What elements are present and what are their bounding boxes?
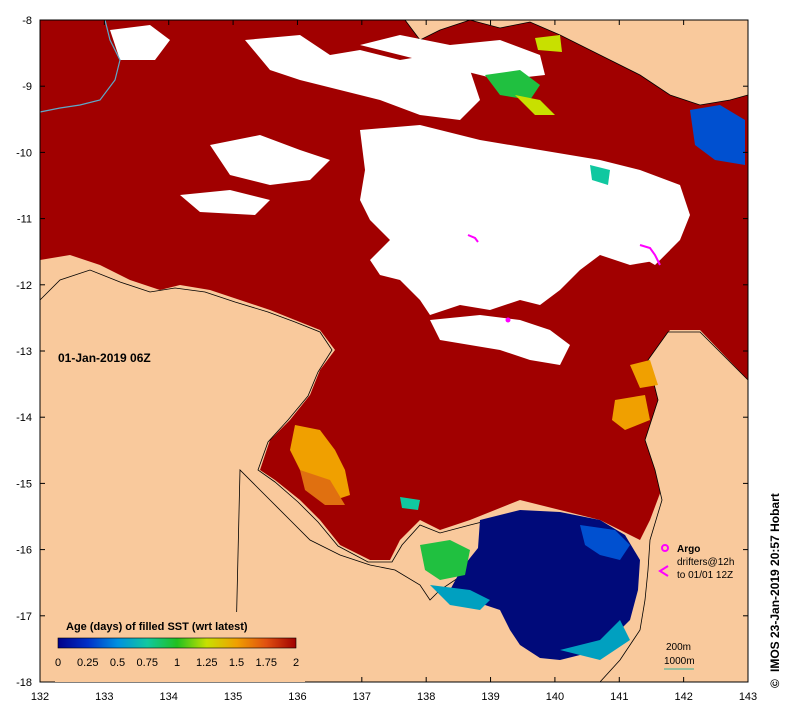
y-tick-label: -15 [16,478,32,490]
x-tick-label: 137 [353,691,371,703]
y-tick-label: -8 [22,15,32,27]
legend-tick-label: 1 [174,657,180,669]
legend-tick-label: 0.25 [77,657,98,669]
map-plot-area [39,19,749,683]
x-axis: 132 133 134 135 136 137 138 139 140 141 142 143 [31,20,757,703]
cape-york-land [599,331,749,683]
x-tick-label: 141 [610,691,628,703]
credit-text: IMOS 23-Jan-2019 20:57 Hobart [768,493,782,672]
x-tick-label: 135 [224,691,242,703]
x-tick-label: 134 [160,691,178,703]
legend-tick-label: 1.75 [256,657,277,669]
date-stamp: 01-Jan-2019 06Z [58,351,151,365]
legend-tick-label: 0 [55,657,61,669]
argo-drifter-tracks [467,234,661,323]
y-tick-label: -10 [16,147,32,159]
x-tick-label: 140 [546,691,564,703]
legend-tick-label: 0.75 [137,657,158,669]
y-tick-label: -16 [16,545,32,557]
legend-tick-labels: 0 0.25 0.5 0.75 1 1.25 1.5 1.75 2 [55,657,299,669]
drifter-track-icon [658,565,669,577]
credit-block: © IMOS 23-Jan-2019 20:57 Hobart [768,493,782,688]
x-tick-label: 139 [481,691,499,703]
legend-colorbar [57,637,297,649]
png-land [404,19,749,106]
legend-tick-label: 0.5 [110,657,125,669]
x-tick-label: 143 [739,691,757,703]
x-tick-label: 132 [31,691,49,703]
y-tick-label: -9 [22,81,32,93]
drifters-label: drifters@12h [677,557,734,568]
argo-label: Argo [677,544,700,555]
y-tick-label: -12 [16,280,32,292]
y-axis: -8 -9 -10 -11 -12 -13 -14 -15 -16 -17 -18 [16,15,748,689]
x-tick-label: 136 [288,691,306,703]
legend-tick-label: 1.25 [196,657,217,669]
contour-1000-label: 1000m [664,656,695,667]
y-tick-label: -11 [17,214,32,226]
legend-tick-label: 1.5 [229,657,244,669]
y-tick-label: -17 [16,611,32,623]
x-tick-label: 142 [674,691,692,703]
copyright-symbol: © [768,679,782,688]
contour-200-label: 200m [666,642,691,653]
argo-float-icon [661,544,669,552]
y-tick-label: -18 [16,677,32,689]
y-tick-label: -13 [16,346,32,358]
recent-sst-patches [290,35,745,660]
y-tick-label: -14 [16,412,32,424]
legend-title: Age (days) of filled SST (wrt latest) [66,621,248,633]
x-tick-label: 138 [417,691,435,703]
legend-tick-label: 2 [293,657,299,669]
drifters-time: to 01/01 12Z [677,570,733,581]
overlay-legend: Argo drifters@12h to 01/01 12Z 200m 1000… [658,544,734,670]
x-tick-label: 133 [95,691,113,703]
arnhem-land [39,269,491,683]
river-line [39,19,121,113]
